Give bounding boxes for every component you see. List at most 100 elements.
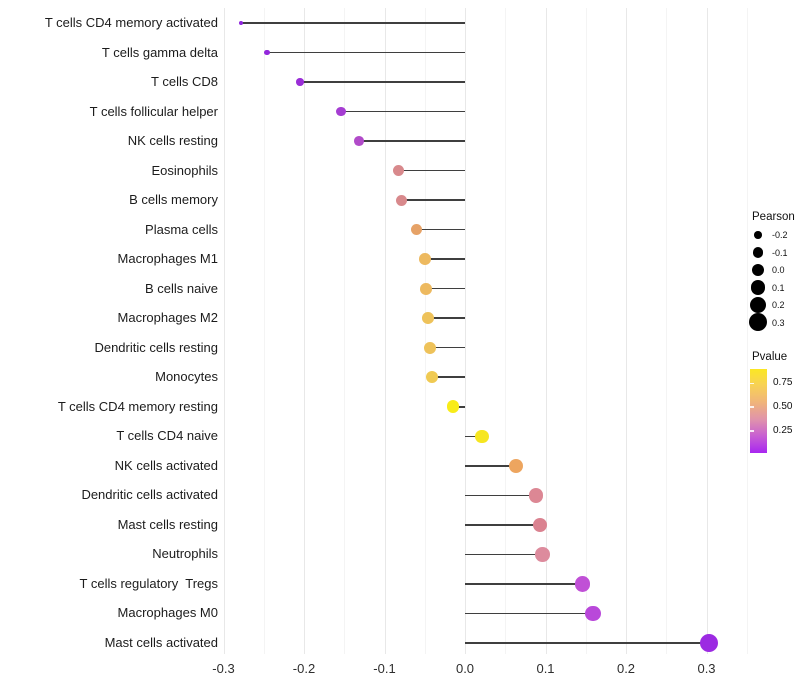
cell-type-label: Macrophages M1: [117, 251, 218, 267]
lollipop-stem: [465, 435, 482, 438]
cell-type-label: T cells follicular helper: [89, 103, 218, 119]
size-legend-label: -0.2: [772, 230, 788, 240]
gridline-major: [384, 8, 386, 654]
pvalue-legend-label: 0.75: [773, 377, 793, 389]
lollipop-stem: [431, 376, 465, 378]
lollipop-stem: [424, 258, 465, 260]
cell-type-label: Monocytes: [155, 369, 218, 385]
lollipop-stem: [427, 317, 465, 319]
gridline-minor: [666, 8, 668, 654]
lollipop-stem: [465, 553, 543, 556]
cell-type-label: B cells naive: [145, 280, 218, 296]
lollipop-dot: [420, 282, 433, 295]
cell-type-label: Plasma cells: [145, 221, 218, 237]
size-legend-label: 0.3: [772, 317, 785, 328]
lollipop-dot: [239, 20, 244, 26]
cell-type-label: NK cells activated: [114, 457, 218, 473]
pvalue-bar-tick: [750, 430, 754, 432]
cell-type-label: Neutrophils: [152, 546, 218, 562]
lollipop-stem: [429, 346, 465, 349]
lollipop-stem: [398, 169, 465, 172]
lollipop-dot: [699, 633, 718, 652]
lollipop-dot: [296, 78, 304, 86]
cell-type-label: T cells CD4 naive: [116, 428, 218, 444]
lollipop-stem: [465, 465, 516, 467]
lollipop-dot: [353, 136, 364, 146]
size-legend-label: 0.2: [772, 300, 785, 310]
x-tick-label: 0.1: [536, 661, 555, 676]
lollipop-dot: [422, 312, 434, 325]
lollipop-dot: [475, 429, 489, 443]
lollipop-stem: [299, 81, 465, 83]
cell-type-label: Dendritic cells resting: [94, 339, 218, 355]
x-tick-label: -0.1: [373, 661, 396, 676]
lollipop-stem: [241, 22, 465, 24]
lollipop-dot: [395, 194, 407, 206]
lollipop-stem: [465, 642, 709, 644]
size-legend-label: -0.1: [772, 247, 788, 258]
lollipop-stem: [426, 287, 465, 290]
x-tick-label: 0.3: [697, 661, 716, 676]
size-legend-label: 0.1: [772, 282, 785, 293]
lollipop-stem: [416, 228, 465, 231]
lollipop-dot: [336, 107, 346, 117]
gridline-major: [223, 8, 225, 654]
gridline-minor: [505, 8, 507, 654]
lollipop-dot: [410, 223, 423, 236]
x-tick-label: -0.2: [292, 661, 316, 676]
cell-type-label: Mast cells activated: [104, 634, 218, 650]
lollipop-stem: [465, 612, 593, 615]
gridline-major: [626, 8, 627, 654]
cell-type-label: Macrophages M0: [117, 605, 218, 621]
lollipop-dot: [264, 49, 270, 56]
cell-type-label: Dendritic cells activated: [81, 487, 218, 503]
lollipop-stem: [266, 51, 465, 54]
cell-type-label: T cells CD8: [151, 74, 218, 90]
pvalue-bar-tick: [750, 406, 754, 408]
size-legend-dot: [750, 280, 766, 295]
lollipop-dot: [446, 400, 460, 413]
lollipop-dot: [418, 253, 431, 266]
size-legend-dot: [749, 296, 767, 314]
gridline-minor: [344, 8, 346, 654]
size-legend-dot: [754, 231, 762, 239]
pvalue-gradient-bar: [750, 369, 767, 453]
pvalue-legend-label: 0.25: [773, 425, 793, 437]
size-legend-dot: [752, 247, 764, 258]
size-legend-dot: [751, 263, 765, 277]
lollipop-stem: [401, 199, 465, 201]
cell-type-label: T cells gamma delta: [101, 44, 218, 60]
gridline-minor: [585, 8, 587, 654]
lollipop-stem: [465, 524, 540, 526]
size-legend-label: 0.0: [772, 265, 785, 275]
size-legend-title: Pearson: [752, 211, 795, 223]
x-tick-label: -0.3: [212, 661, 235, 676]
cell-type-label: Eosinophils: [151, 162, 219, 178]
pvalue-legend-label: 0.50: [773, 401, 793, 413]
cell-type-label: Mast cells resting: [117, 516, 218, 532]
lollipop-stem: [358, 140, 465, 142]
pvalue-bar-tick: [750, 382, 754, 385]
cell-type-label: T cells CD4 memory resting: [57, 398, 218, 414]
cell-type-label: T cells regulatory Tregs: [79, 575, 218, 591]
cell-type-label: B cells memory: [129, 192, 218, 208]
lollipop-dot: [585, 605, 601, 622]
gridline-major: [706, 8, 708, 654]
gridline-minor: [746, 8, 748, 654]
x-tick-label: 0.0: [455, 661, 475, 676]
lollipop-dot: [423, 341, 436, 354]
cell-type-label: NK cells resting: [127, 133, 218, 149]
x-tick-label: 0.2: [616, 661, 636, 676]
cell-type-label: T cells CD4 memory activated: [44, 15, 218, 30]
lollipop-stem: [465, 583, 583, 585]
lollipop-dot: [508, 458, 523, 473]
lollipop-dot: [534, 547, 550, 562]
lollipop-stem: [341, 110, 465, 113]
lollipop-dot: [528, 488, 544, 503]
gridline-minor: [424, 8, 426, 654]
gridline-minor: [263, 8, 265, 654]
gridline-major: [545, 8, 547, 654]
cell-type-label: Macrophages M2: [117, 310, 218, 326]
